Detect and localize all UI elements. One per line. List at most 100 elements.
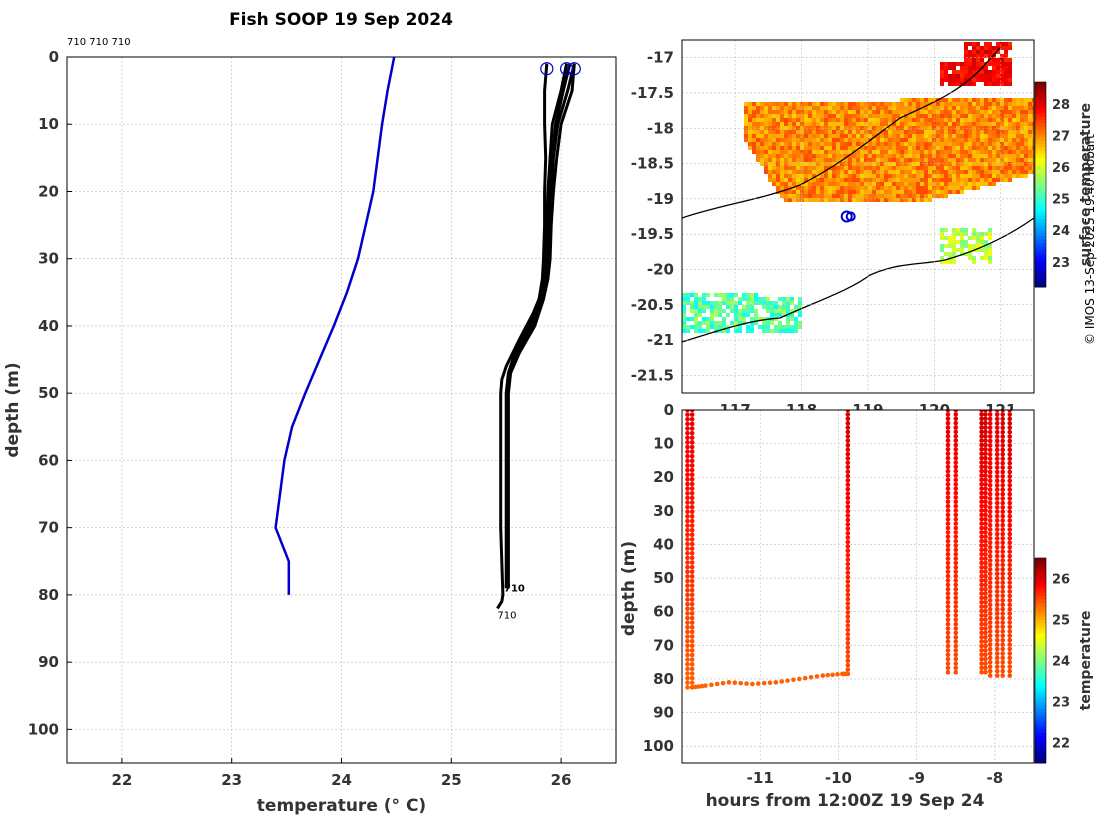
sst-cell	[956, 118, 960, 122]
sst-cell	[968, 114, 972, 118]
sst-cell	[816, 142, 820, 146]
sst-cell	[792, 190, 796, 194]
sst-cell	[1004, 134, 1008, 138]
sst-cell	[864, 166, 868, 170]
sample-point	[689, 569, 695, 575]
colorbar-frame	[1034, 557, 1047, 764]
sst-cell	[940, 182, 944, 186]
sst-cell	[972, 182, 976, 186]
sample-point	[689, 675, 695, 681]
sst-cell	[876, 150, 880, 154]
sst-cell	[928, 142, 932, 146]
sst-cell	[988, 236, 992, 240]
sst-cell	[956, 110, 960, 114]
sst-cell	[992, 154, 996, 158]
sst-cell	[940, 106, 944, 110]
sst-cell	[808, 102, 812, 106]
sst-cell	[816, 158, 820, 162]
sst-cell	[812, 130, 816, 134]
sst-cell	[968, 244, 972, 248]
sst-cell	[760, 110, 764, 114]
sst-cell	[952, 74, 956, 78]
sst-cell	[820, 110, 824, 114]
y-tick-label: 40	[38, 317, 59, 335]
sample-point	[994, 425, 1000, 431]
sample-point	[1000, 624, 1006, 630]
sst-cell	[928, 162, 932, 166]
sample-point	[953, 543, 959, 548]
sst-cell	[760, 106, 764, 110]
sst-cell	[880, 146, 884, 150]
colorbar-segment	[1035, 194, 1046, 199]
sst-cell	[820, 178, 824, 182]
sst-cell	[820, 138, 824, 142]
sst-cell	[774, 329, 778, 333]
sst-cell	[912, 142, 916, 146]
sst-cell	[844, 154, 848, 158]
sample-point	[689, 615, 695, 621]
sample-point	[685, 601, 690, 607]
sst-cell	[780, 110, 784, 114]
sst-cell	[836, 150, 840, 154]
sst-cell	[764, 118, 768, 122]
sst-cell	[908, 170, 912, 174]
sst-cell	[888, 114, 892, 118]
colorbar-segment	[1035, 269, 1046, 274]
sst-cell	[844, 162, 848, 166]
sample-point	[945, 503, 951, 509]
sst-cell	[988, 122, 992, 126]
sst-cell	[844, 190, 848, 194]
sst-cell	[936, 174, 940, 178]
sst-cell	[964, 50, 968, 54]
sample-point	[979, 486, 984, 491]
sst-cell	[796, 150, 800, 154]
sst-cell	[968, 166, 972, 170]
sst-cell	[964, 122, 968, 126]
sst-cell	[896, 142, 900, 146]
sst-cell	[752, 142, 756, 146]
sst-cell	[876, 102, 880, 106]
sst-cell	[1028, 110, 1032, 114]
sst-cell	[848, 158, 852, 162]
sst-cell	[1016, 174, 1020, 178]
surface-marker	[540, 62, 554, 76]
sample-point	[689, 634, 695, 639]
sst-cell	[916, 114, 920, 118]
sst-cell	[888, 122, 892, 126]
sample-point	[953, 573, 959, 579]
sst-cell	[856, 166, 860, 170]
sst-cell	[1008, 82, 1012, 86]
sst-cell	[804, 106, 808, 110]
sst-cell	[952, 190, 956, 194]
sst-cell	[772, 170, 776, 174]
sample-point	[979, 551, 984, 557]
sst-cell	[908, 174, 912, 178]
sample-point	[1007, 655, 1013, 661]
sst-cell	[888, 170, 892, 174]
sst-cell	[788, 182, 792, 186]
sample-point	[1000, 429, 1006, 435]
sst-cell	[964, 130, 968, 134]
sst-cell	[972, 42, 976, 46]
sst-cell	[770, 301, 774, 305]
sst-cell	[976, 98, 980, 102]
sst-cell	[744, 102, 748, 106]
y-tick-label: -18.5	[631, 155, 674, 173]
sst-cell	[1004, 78, 1008, 82]
sst-cell	[840, 102, 844, 106]
sst-cell	[832, 190, 836, 194]
sst-cell	[848, 174, 852, 178]
sst-cell	[852, 194, 856, 198]
sst-cell	[778, 313, 782, 317]
sst-cell	[968, 74, 972, 78]
sst-cell	[988, 74, 992, 78]
colorbar-segment	[1035, 571, 1046, 576]
sst-cell	[968, 174, 972, 178]
sample-point	[689, 481, 695, 487]
sample-point	[994, 611, 1000, 616]
sample-point	[1007, 500, 1013, 506]
sst-cell	[976, 78, 980, 82]
sst-cell	[860, 190, 864, 194]
sst-cell	[1028, 142, 1032, 146]
sst-cell	[860, 154, 864, 158]
